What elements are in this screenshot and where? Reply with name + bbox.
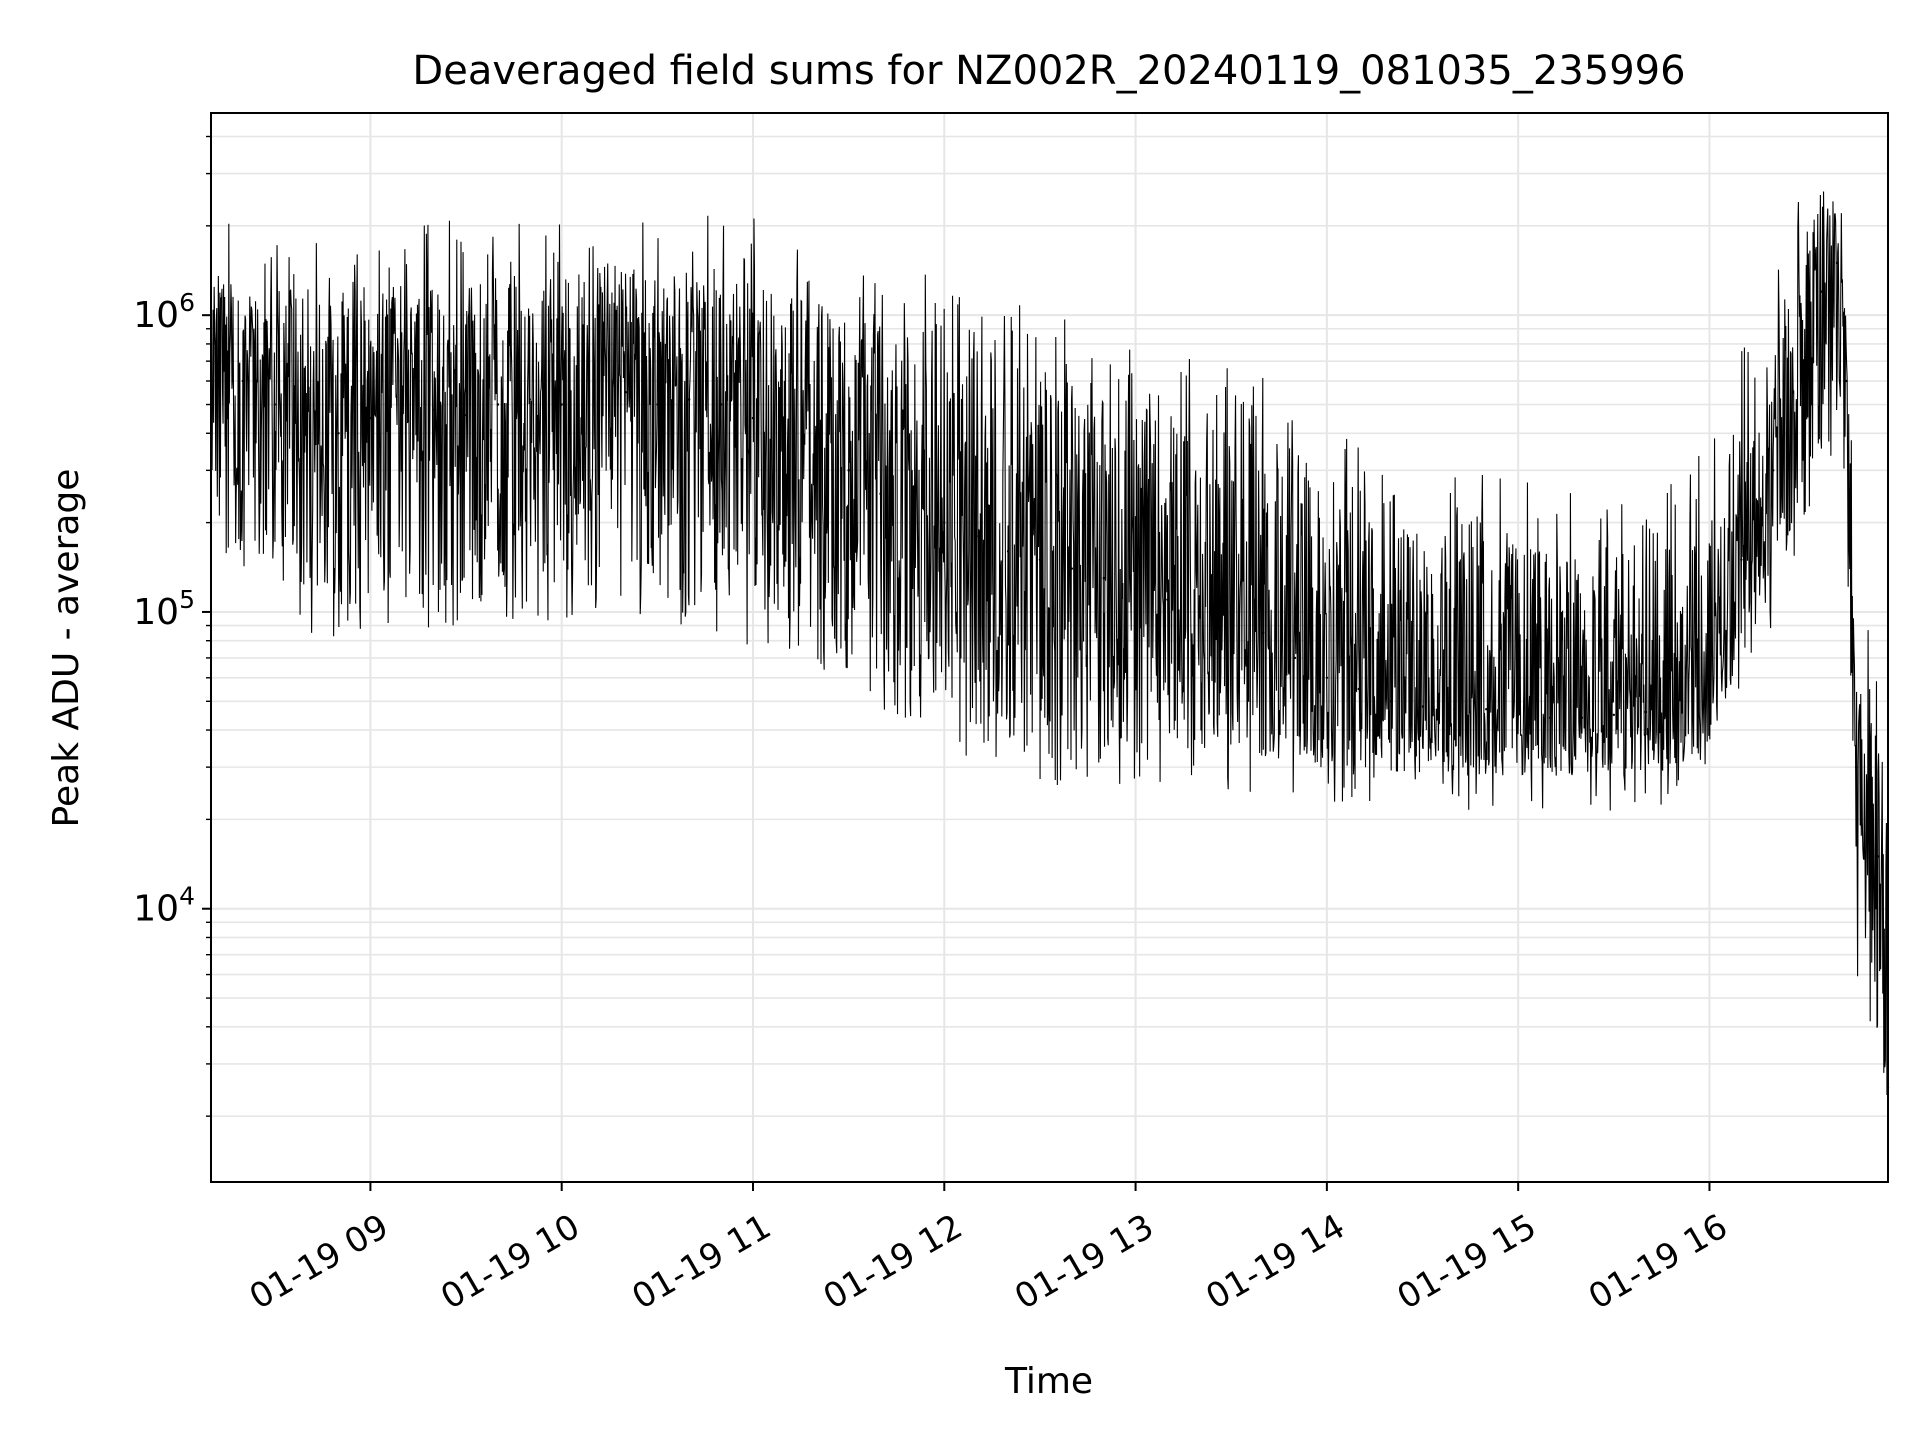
data-point xyxy=(1421,705,1424,708)
series-line-0 xyxy=(210,191,1889,1168)
data-point xyxy=(1676,708,1679,711)
data-point xyxy=(974,534,978,538)
data-point xyxy=(943,521,946,524)
data-point xyxy=(464,414,468,417)
data-point xyxy=(1261,631,1265,635)
plot-frame xyxy=(210,112,1889,1183)
data-point xyxy=(1877,855,1880,858)
data-point xyxy=(1835,261,1839,265)
data-point xyxy=(1357,687,1360,691)
data-point xyxy=(305,416,308,420)
data-point xyxy=(751,416,755,420)
data-point xyxy=(783,432,787,435)
data-point xyxy=(1803,359,1807,363)
data-point xyxy=(1389,700,1392,703)
data-point xyxy=(815,449,818,452)
data-point xyxy=(1740,558,1743,561)
data-point xyxy=(879,492,882,496)
data-point xyxy=(719,403,723,406)
data-point xyxy=(1772,469,1775,472)
y-tick-label: 106 xyxy=(133,288,195,336)
data-point xyxy=(496,403,500,406)
data-point xyxy=(1580,716,1584,719)
data-point xyxy=(1612,713,1616,717)
data-point xyxy=(624,391,627,394)
data-point xyxy=(369,416,372,420)
data-point xyxy=(1644,710,1647,714)
data-point xyxy=(401,403,404,406)
y-tick-label: 104 xyxy=(133,882,195,930)
data-point xyxy=(1516,713,1520,717)
data-point xyxy=(560,403,563,406)
data-point xyxy=(1325,676,1329,679)
x-axis-label: Time xyxy=(1004,1361,1093,1402)
data-point xyxy=(1293,656,1297,660)
data-point xyxy=(241,379,245,383)
data-point xyxy=(1548,716,1552,719)
data-point xyxy=(337,432,340,435)
chart-title: Deaveraged field sums for NZ002R_2024011… xyxy=(412,48,1685,94)
data-point xyxy=(1038,558,1042,561)
data-point xyxy=(1485,708,1488,711)
data-point xyxy=(1453,708,1456,711)
data-point xyxy=(656,403,659,406)
data-point xyxy=(1102,576,1105,580)
data-point xyxy=(847,469,850,472)
data-point xyxy=(273,403,276,406)
data-point xyxy=(1819,290,1823,293)
data-point xyxy=(592,379,595,383)
data-point xyxy=(1198,610,1201,614)
data-point xyxy=(911,503,914,506)
data-point xyxy=(1867,789,1871,792)
data-point xyxy=(1854,765,1858,769)
y-axis-label: Peak ADU - average xyxy=(46,469,87,828)
y-tick-label: 105 xyxy=(133,585,195,633)
data-point xyxy=(432,408,436,411)
data-point xyxy=(528,398,532,401)
data-point xyxy=(1006,550,1010,553)
data-point xyxy=(1070,567,1074,570)
data-point xyxy=(1134,587,1137,590)
data-point xyxy=(1166,598,1169,601)
data-point xyxy=(1230,624,1233,627)
data-point xyxy=(1845,379,1848,383)
data-point xyxy=(1708,700,1711,703)
data-point xyxy=(688,398,691,401)
